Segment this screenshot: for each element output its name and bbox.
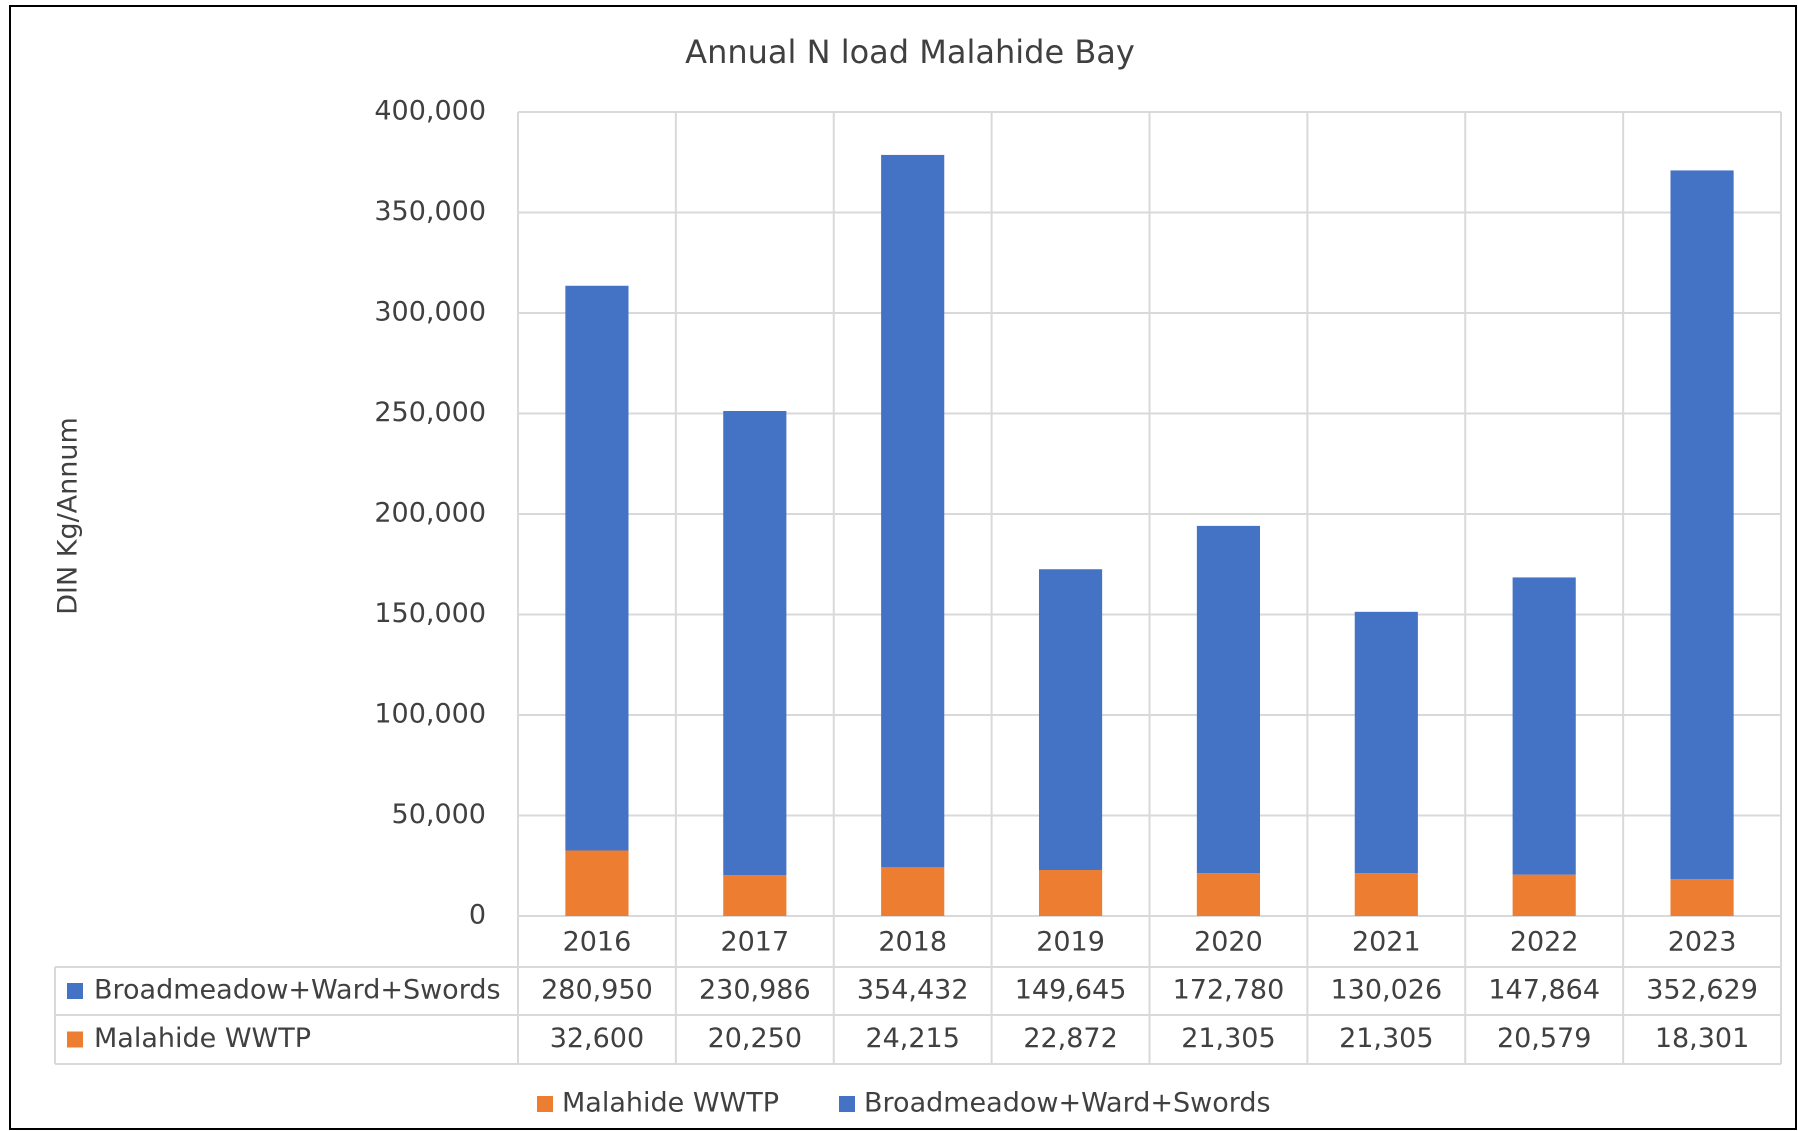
legend-label: Malahide WWTP	[562, 1088, 779, 1119]
y-tick-label: 200,000	[374, 498, 486, 529]
table-cell: 32,600	[550, 1023, 644, 1054]
table-cell: 149,645	[1015, 975, 1127, 1006]
x-tick-label: 2016	[563, 927, 632, 958]
y-axis-label: DIN Kg/Annum	[53, 417, 84, 615]
bar	[723, 875, 787, 916]
x-tick-label: 2021	[1352, 927, 1421, 958]
bar	[723, 411, 787, 876]
bar	[1670, 879, 1734, 916]
y-tick-label: 250,000	[374, 397, 486, 428]
bar	[1512, 874, 1576, 916]
bar	[565, 285, 629, 851]
legend-key	[67, 1031, 83, 1048]
bar	[565, 850, 629, 916]
table-cell: 280,950	[541, 975, 653, 1006]
table-cell: 20,250	[708, 1023, 802, 1054]
legend-label: Broadmeadow+Ward+Swords	[864, 1088, 1271, 1119]
y-tick-label: 0	[469, 900, 486, 931]
table-cell: 130,026	[1330, 975, 1442, 1006]
table-cell: 172,780	[1173, 975, 1285, 1006]
y-tick-label: 350,000	[374, 196, 486, 227]
legend-key	[537, 1096, 553, 1112]
x-tick-label: 2019	[1036, 927, 1105, 958]
x-tick-label: 2023	[1668, 927, 1737, 958]
legend-key	[67, 983, 83, 999]
y-tick-label: 50,000	[392, 799, 486, 830]
table-row-label: Broadmeadow+Ward+Swords	[94, 975, 501, 1006]
y-tick-label: 100,000	[374, 699, 486, 730]
bar	[1354, 611, 1418, 874]
table-cell: 22,872	[1023, 1023, 1117, 1054]
bar	[1512, 577, 1576, 875]
table-cell: 20,579	[1497, 1023, 1591, 1054]
x-tick-label: 2022	[1510, 927, 1579, 958]
table-cell: 21,305	[1181, 1023, 1275, 1054]
bar	[1038, 870, 1103, 916]
bar	[1670, 170, 1734, 880]
y-tick-label: 400,000	[374, 96, 486, 127]
chart-title: Annual N load Malahide Bay	[685, 33, 1135, 71]
bar	[881, 867, 945, 916]
bar	[1196, 525, 1261, 874]
table-cell: 147,864	[1488, 975, 1600, 1006]
x-tick-label: 2018	[878, 927, 947, 958]
table-row-label: Malahide WWTP	[94, 1023, 311, 1054]
bar	[1354, 873, 1418, 916]
table-cell: 230,986	[699, 975, 811, 1006]
bar	[1196, 873, 1261, 916]
legend-key	[839, 1096, 856, 1112]
bar	[1038, 569, 1103, 871]
x-tick-label: 2017	[720, 927, 789, 958]
bar	[881, 154, 945, 868]
table-cell: 24,215	[865, 1023, 959, 1054]
y-tick-label: 300,000	[374, 297, 486, 328]
table-cell: 352,629	[1646, 975, 1758, 1006]
y-tick-label: 150,000	[374, 598, 486, 629]
table-cell: 21,305	[1339, 1023, 1433, 1054]
table-cell: 18,301	[1655, 1023, 1749, 1054]
x-tick-label: 2020	[1194, 927, 1263, 958]
table-cell: 354,432	[857, 975, 969, 1006]
